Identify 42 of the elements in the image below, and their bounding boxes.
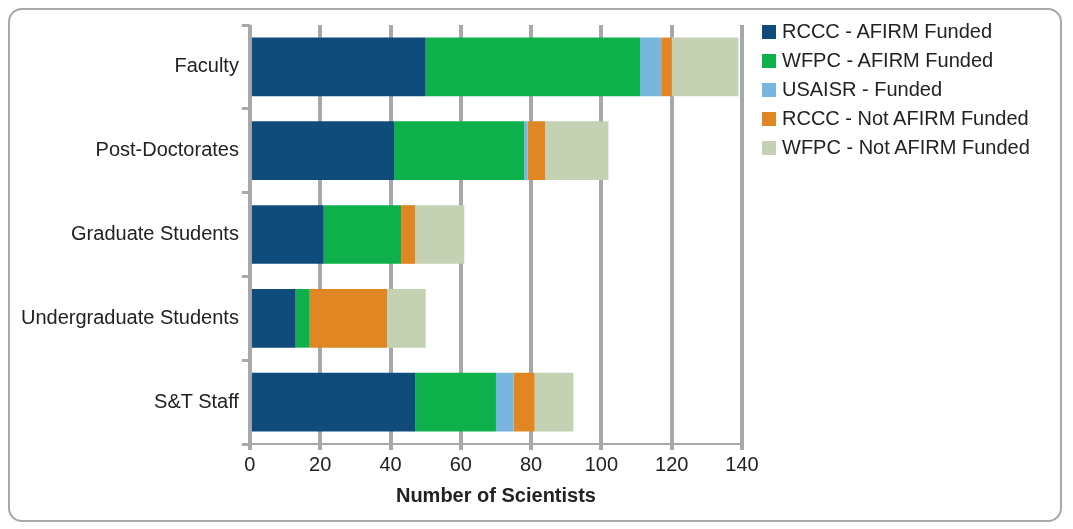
bar — [545, 121, 609, 181]
bar — [295, 288, 310, 348]
bar — [309, 288, 388, 348]
bar — [251, 205, 324, 264]
bar — [513, 372, 535, 432]
bar — [495, 372, 514, 432]
bar — [534, 372, 574, 432]
legend-label: RCCC - AFIRM Funded — [782, 20, 993, 43]
bar — [387, 288, 426, 348]
x-tick-label: 80 — [519, 452, 543, 475]
bar — [671, 37, 739, 97]
bar — [401, 205, 416, 264]
bar — [640, 37, 662, 97]
y-tick-label: Undergraduate Students — [20, 305, 239, 328]
bar — [251, 37, 426, 97]
y-tick-label: Post-Doctorates — [95, 138, 239, 161]
bar — [323, 205, 402, 264]
y-tick-label: Faculty — [174, 54, 239, 77]
bar — [415, 205, 465, 264]
bar — [527, 121, 546, 181]
x-tick-label: 100 — [584, 452, 619, 475]
x-axis-title: Number of Scientists — [395, 483, 596, 506]
legend-label: WFPC - AFIRM Funded — [782, 49, 994, 72]
bar — [251, 288, 296, 348]
x-tick-label: 60 — [449, 452, 472, 475]
bar — [425, 37, 641, 97]
x-tick-label: 0 — [244, 452, 256, 475]
bar — [251, 372, 416, 432]
legend-label: WFPC - Not AFIRM Funded — [782, 136, 1030, 159]
x-tick-label: 20 — [309, 452, 332, 475]
legend-label: USAISR - Funded — [782, 78, 943, 101]
bar — [394, 121, 525, 181]
legend-label: RCCC - Not AFIRM Funded — [782, 107, 1029, 130]
x-tick-label: 40 — [379, 452, 402, 475]
bar — [251, 121, 395, 181]
x-tick-label: 120 — [655, 452, 689, 475]
x-tick-label: 140 — [725, 452, 759, 475]
y-tick-label: Graduate Students — [71, 222, 239, 245]
y-tick-label: S&T Staff — [154, 389, 240, 412]
bar — [661, 37, 672, 97]
bar — [524, 121, 528, 181]
bar — [415, 372, 496, 432]
